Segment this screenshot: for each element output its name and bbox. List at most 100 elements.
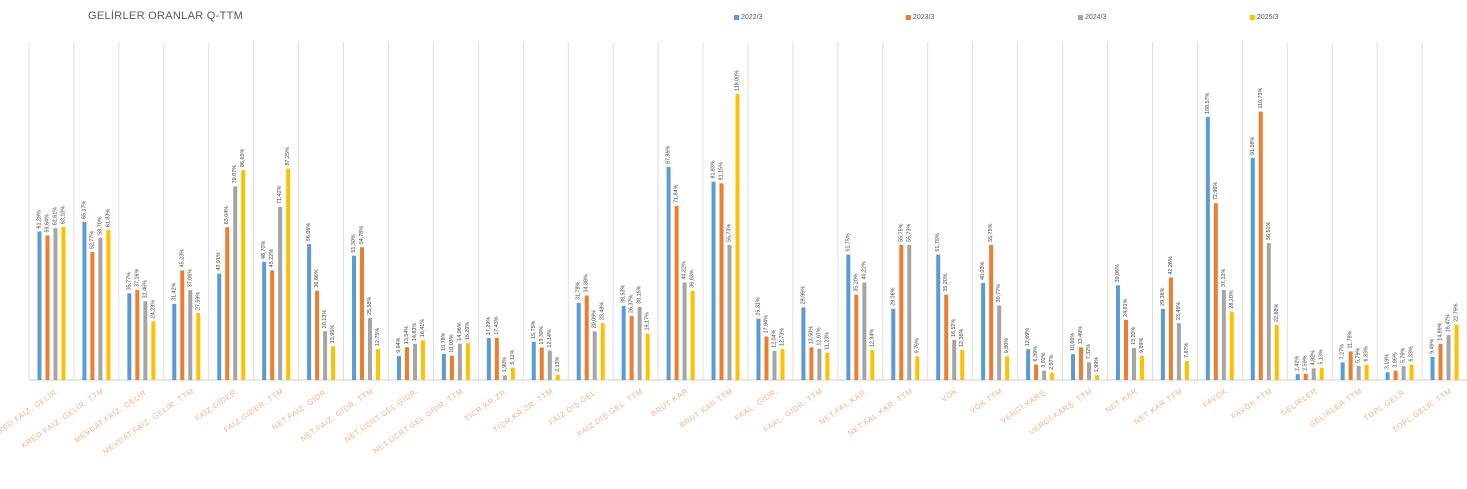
data-label: 40,22% <box>682 261 688 279</box>
data-label: 22,68% <box>1274 304 1280 322</box>
bar-2025-3 <box>1050 372 1055 380</box>
bar-2022-3 <box>486 338 491 380</box>
data-label: 7,87% <box>1184 342 1190 357</box>
category-tick-label: FAİZ.GİDER. <box>194 386 241 423</box>
bar-2024-3 <box>53 228 58 380</box>
category-tick-label: TOPL.GELR. <box>1362 386 1409 422</box>
bar-2023-3 <box>360 247 365 380</box>
data-label: 4,82% <box>1311 350 1317 365</box>
data-label: 10,66% <box>1070 333 1076 351</box>
category-tick-label: TİCR.KR.ZR. <box>463 386 510 423</box>
bar-2025-3 <box>555 374 560 380</box>
chart-title: GELİRLER ORANLAR Q-TTM <box>88 10 244 22</box>
bar-2023-3 <box>674 205 679 380</box>
bar-2024-3 <box>368 318 373 380</box>
bar-2024-3 <box>323 331 328 380</box>
bar-2025-3 <box>825 352 830 380</box>
bar-2024-3 <box>1356 365 1361 380</box>
bar-2024-3 <box>637 306 642 380</box>
data-label: 13,20% <box>1131 327 1137 345</box>
data-label: 6,33% <box>1409 346 1415 361</box>
data-label: 22,79% <box>1454 303 1460 321</box>
legend-label: 2022/3 <box>741 14 763 21</box>
bar-2025-3 <box>1005 356 1010 380</box>
bar-2025-3 <box>106 230 111 380</box>
data-label: 31,42% <box>171 282 177 300</box>
data-label: 13,50% <box>808 326 814 344</box>
bar-2022-3 <box>936 254 941 380</box>
bar-2024-3 <box>682 282 687 380</box>
data-label: 6,39% <box>1033 346 1039 361</box>
bar-2025-3 <box>1274 325 1279 380</box>
bar-2022-3 <box>1250 158 1255 380</box>
bar-2023-3 <box>809 347 814 380</box>
legend-swatch <box>906 14 911 20</box>
bar-2023-3 <box>584 295 589 380</box>
data-label: 37,16% <box>134 268 140 286</box>
data-label: 25,58% <box>367 297 373 315</box>
data-label: 118,00% <box>735 70 741 91</box>
data-label: 62,61% <box>52 207 58 225</box>
bar-2024-3 <box>1221 290 1226 380</box>
data-label: 1,99% <box>1094 357 1100 372</box>
bar-2025-3 <box>510 367 515 380</box>
data-label: 24,23% <box>150 300 156 318</box>
bar-2022-3 <box>37 231 42 380</box>
data-label: 20,13% <box>322 310 328 328</box>
legend-label: 2025/3 <box>1257 14 1279 21</box>
bar-2023-3 <box>1303 373 1308 380</box>
bar-2022-3 <box>441 353 446 380</box>
data-label: 1,90% <box>502 357 508 372</box>
bar-2022-3 <box>1430 357 1435 380</box>
bar-2022-3 <box>1295 374 1300 380</box>
data-label: 51,75% <box>845 233 851 251</box>
data-label: 37,06% <box>187 269 193 287</box>
bar-2024-3 <box>1311 368 1316 380</box>
data-label: 5,79% <box>1356 347 1362 362</box>
bar-2023-3 <box>764 336 769 380</box>
data-label: 2,13% <box>555 356 561 371</box>
legend-swatch <box>1078 14 1083 20</box>
legend-swatch <box>734 14 739 20</box>
bar-2024-3 <box>592 331 597 380</box>
category-tick-label: NET KAR TTM <box>1132 386 1184 426</box>
bar-2025-3 <box>61 227 66 380</box>
bar-2025-3 <box>420 340 425 380</box>
data-label: 15,20% <box>465 322 471 340</box>
data-label: 51,75% <box>935 233 941 251</box>
bar-2024-3 <box>502 375 507 380</box>
data-label: 12,69% <box>1025 328 1031 346</box>
data-label: 59,64% <box>44 214 50 232</box>
data-label: 29,36% <box>890 287 896 305</box>
bar-2023-3 <box>90 252 95 380</box>
bar-2024-3 <box>997 305 1002 380</box>
data-label: 3,19% <box>1385 354 1391 369</box>
data-label: 45,22% <box>269 249 275 267</box>
data-label: 56,51% <box>1266 222 1272 240</box>
category-tick-label: VÖK TTM <box>968 386 1004 415</box>
bar-2023-3 <box>404 347 409 380</box>
category-tick-label: FAAL. GİDR. <box>733 386 780 422</box>
bar-2022-3 <box>1385 372 1390 380</box>
bar-2025-3 <box>1139 356 1144 380</box>
data-label: 71,84% <box>674 184 680 202</box>
bar-2023-3 <box>1393 370 1398 380</box>
data-label: 42,26% <box>1168 256 1174 274</box>
data-label: 2,97% <box>1049 354 1055 369</box>
data-label: 54,78% <box>359 226 365 244</box>
bar-2025-3 <box>780 349 785 380</box>
bar-2023-3 <box>1168 277 1173 380</box>
bar-2022-3 <box>981 282 986 380</box>
data-label: 55,75% <box>988 223 994 241</box>
bar-2023-3 <box>225 227 230 380</box>
bar-2025-3 <box>915 356 920 380</box>
bar-2022-3 <box>621 306 626 380</box>
bar-2023-3 <box>899 244 904 380</box>
data-label: 17,29% <box>486 317 492 335</box>
data-label: 15,75% <box>531 320 537 338</box>
data-label: 16,41% <box>420 319 426 337</box>
bar-2023-3 <box>719 183 724 380</box>
bar-2023-3 <box>180 270 185 380</box>
data-label: 31,78% <box>576 281 582 299</box>
data-label: 9,80% <box>1004 338 1010 353</box>
